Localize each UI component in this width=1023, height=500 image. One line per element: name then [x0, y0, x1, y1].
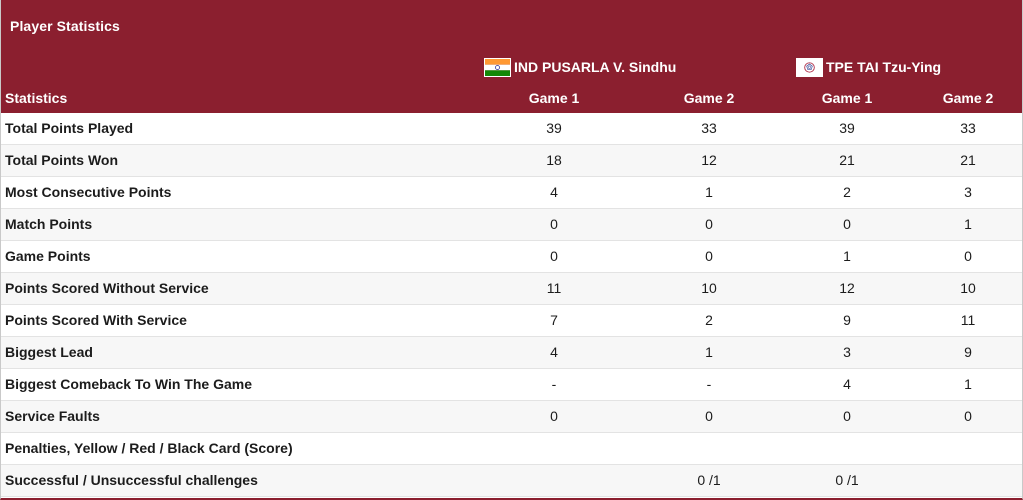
table-row: Game Points 0 0 1 0 [1, 241, 1022, 273]
cell-value: 12 [839, 280, 855, 296]
row-label: Service Faults [5, 408, 100, 424]
cell-value: 0 [964, 408, 972, 424]
cell-value [908, 465, 1023, 496]
player-1-name: IND PUSARLA V. Sindhu [514, 59, 677, 75]
cell-value: 11 [546, 280, 562, 296]
cell-value: 11 [960, 312, 976, 328]
panel-title: Player Statistics [10, 18, 120, 34]
cell-value [649, 433, 769, 464]
cell-value: 0 [705, 248, 713, 264]
stats-header: Player Statistics IND PUSARLA V. Sindhu [1, 0, 1022, 113]
cell-value: 2 [843, 184, 851, 200]
cell-value: 33 [960, 120, 976, 136]
table-row: Total Points Played 39 33 39 33 [1, 113, 1022, 145]
cell-value: 0 [843, 216, 851, 232]
cell-value: 0 [705, 216, 713, 232]
cell-value [787, 433, 907, 464]
cell-value: 1 [705, 344, 713, 360]
cell-value: 10 [960, 280, 976, 296]
cell-value: 1 [843, 248, 851, 264]
table-row: Match Points 0 0 0 1 [1, 209, 1022, 241]
stats-table-body: Total Points Played 39 33 39 33 Total Po… [1, 113, 1022, 497]
statistics-column-header: Statistics [5, 90, 68, 106]
cell-value: 9 [964, 344, 972, 360]
cell-value [908, 433, 1023, 464]
cell-value: 0 [705, 408, 713, 424]
player-2-header: TPE TAI Tzu-Ying [796, 56, 941, 78]
cell-value: 33 [701, 120, 717, 136]
table-row: Penalties, Yellow / Red / Black Card (Sc… [1, 433, 1022, 465]
cell-value: 0 [550, 408, 558, 424]
cell-value: 21 [839, 152, 855, 168]
table-row: Biggest Lead 4 1 3 9 [1, 337, 1022, 369]
row-label: Most Consecutive Points [5, 184, 172, 200]
cell-value [494, 433, 614, 464]
cell-value: 7 [550, 312, 558, 328]
row-label: Penalties, Yellow / Red / Black Card (Sc… [5, 440, 293, 456]
row-label: Successful / Unsuccessful challenges [5, 472, 258, 488]
cell-value: 4 [843, 376, 851, 392]
cell-value [494, 465, 614, 496]
table-row: Most Consecutive Points 4 1 2 3 [1, 177, 1022, 209]
cell-value: 10 [701, 280, 717, 296]
table-row: Biggest Comeback To Win The Game - - 4 1 [1, 369, 1022, 401]
column-header-p2-game-2: Game 2 [942, 90, 994, 106]
table-row: Successful / Unsuccessful challenges 0 /… [1, 465, 1022, 497]
cell-value: 3 [843, 344, 851, 360]
cell-value: 39 [839, 120, 855, 136]
india-flag-icon [484, 57, 511, 77]
column-header-p2-game-1: Game 1 [821, 90, 873, 106]
row-label: Game Points [5, 248, 91, 264]
cell-value: 18 [546, 152, 562, 168]
cell-value: 0 /1 [697, 472, 721, 488]
cell-value: 0 [843, 408, 851, 424]
cell-value: - [551, 376, 557, 392]
row-label: Total Points Won [5, 152, 119, 168]
player-1-header: IND PUSARLA V. Sindhu [484, 56, 676, 78]
player-2-name: TPE TAI Tzu-Ying [826, 59, 942, 75]
cell-value: 3 [964, 184, 972, 200]
column-header-p1-game-1: Game 1 [528, 90, 580, 106]
cell-value: 0 /1 [835, 472, 859, 488]
row-label: Biggest Lead [5, 344, 93, 360]
cell-value: 1 [705, 184, 713, 200]
table-row: Total Points Won 18 12 21 21 [1, 145, 1022, 177]
row-label: Points Scored With Service [5, 312, 187, 328]
cell-value: 9 [843, 312, 851, 328]
table-row: Points Scored Without Service 11 10 12 1… [1, 273, 1022, 305]
cell-value: 1 [964, 216, 972, 232]
cell-value: 4 [550, 344, 558, 360]
table-row: Service Faults 0 0 0 0 [1, 401, 1022, 433]
cell-value: 12 [701, 152, 717, 168]
row-label: Biggest Comeback To Win The Game [5, 376, 252, 392]
cell-value: 1 [964, 376, 972, 392]
cell-value: 2 [705, 312, 713, 328]
row-label: Points Scored Without Service [5, 280, 209, 296]
cell-value: 21 [960, 152, 976, 168]
cell-value: 0 [550, 216, 558, 232]
row-label: Match Points [5, 216, 93, 232]
table-row: Points Scored With Service 7 2 9 11 [1, 305, 1022, 337]
chinese-taipei-flag-icon [796, 57, 823, 77]
cell-value: 39 [546, 120, 562, 136]
cell-value: 4 [550, 184, 558, 200]
cell-value: 0 [964, 248, 972, 264]
cell-value: - [706, 376, 712, 392]
cell-value: 0 [550, 248, 558, 264]
column-header-p1-game-2: Game 2 [683, 90, 735, 106]
row-label: Total Points Played [5, 120, 134, 136]
